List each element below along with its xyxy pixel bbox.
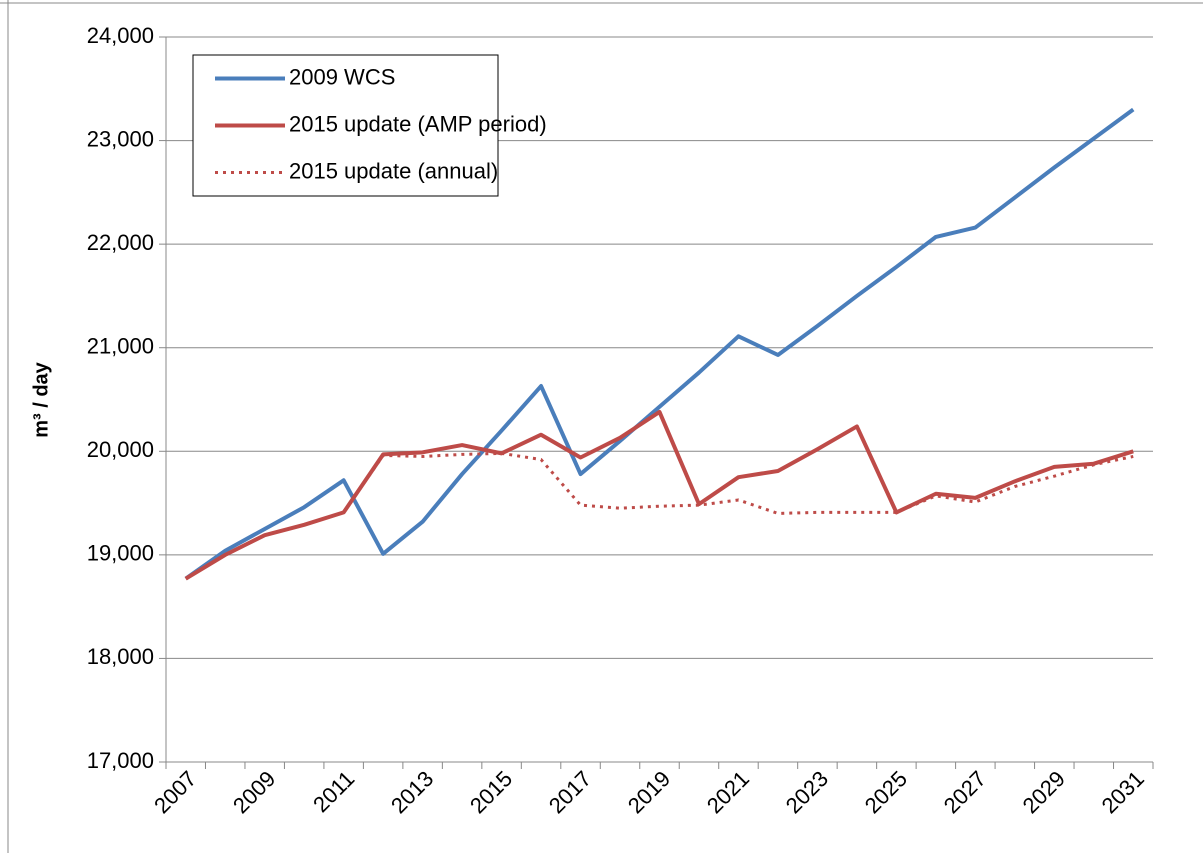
series-line xyxy=(184,409,1134,581)
y-tick-label: 20,000 xyxy=(87,437,154,462)
y-tick-label: 23,000 xyxy=(87,126,154,151)
legend-label: 2009 WCS xyxy=(289,64,395,89)
series-line xyxy=(184,107,1135,581)
y-tick-label: 19,000 xyxy=(87,541,154,566)
legend-label: 2015 update (annual) xyxy=(289,158,498,183)
y-tick-label: 24,000 xyxy=(87,23,154,48)
legend-label: 2015 update (AMP period) xyxy=(289,111,547,136)
y-tick-label: 18,000 xyxy=(87,644,154,669)
y-axis-title: m³ / day xyxy=(30,361,52,437)
y-tick-label: 21,000 xyxy=(87,334,154,359)
y-tick-label: 17,000 xyxy=(87,748,154,773)
y-tick-label: 22,000 xyxy=(87,230,154,255)
